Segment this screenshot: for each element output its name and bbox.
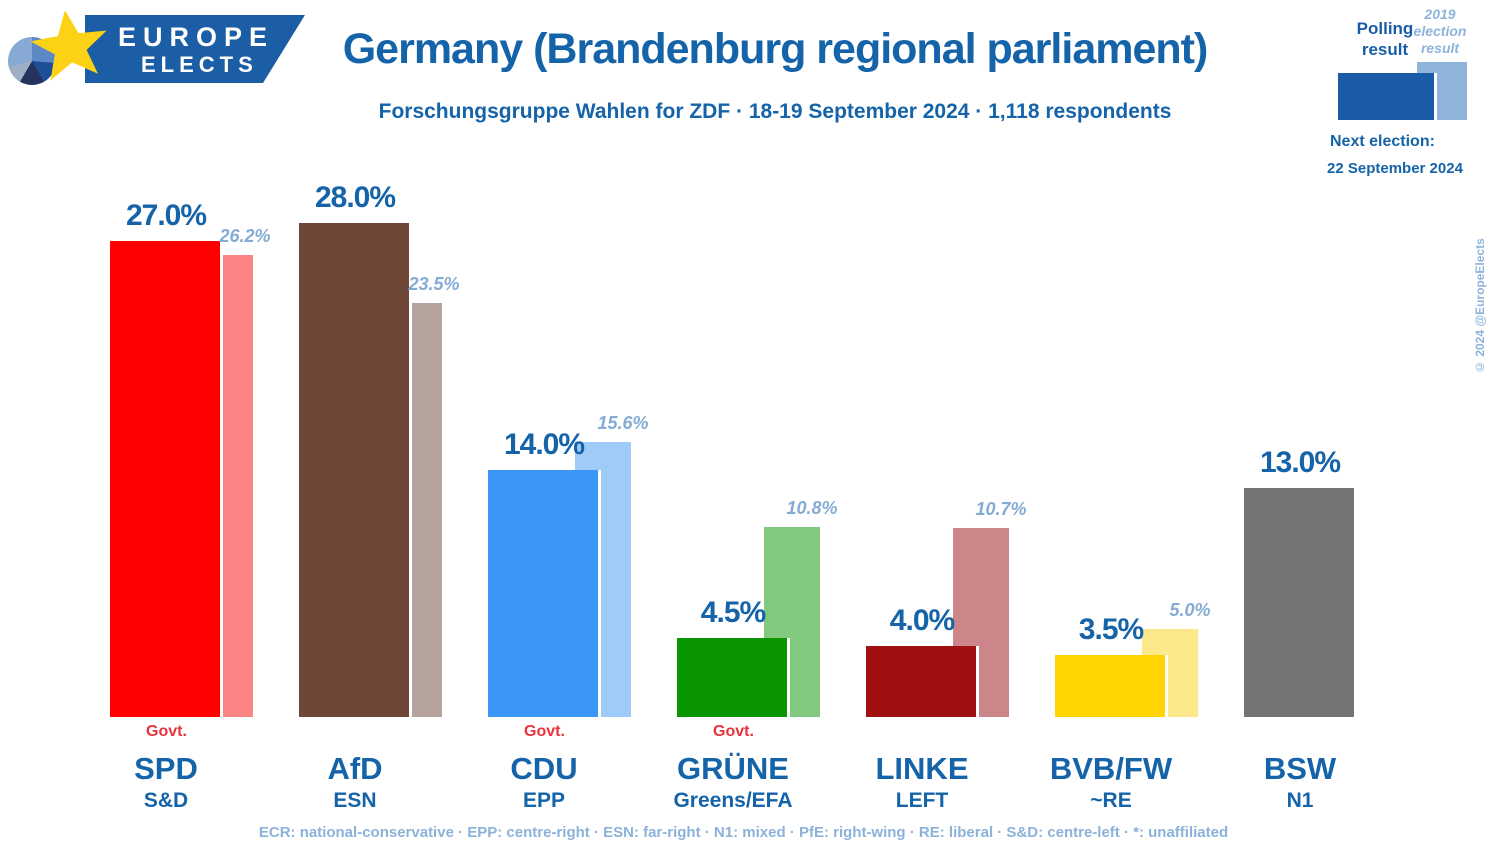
party-group-gr-ne: Greens/EFA xyxy=(673,789,793,812)
party-group-afd: ESN xyxy=(333,789,377,812)
poll-value-linke: 4.0% xyxy=(889,604,955,637)
page-title: Germany (Brandenburg regional parliament… xyxy=(342,25,1209,73)
poll-value-gr-ne: 4.5% xyxy=(700,596,766,629)
poll-value-spd: 27.0% xyxy=(125,199,207,232)
party-name-afd: AfD xyxy=(327,751,383,786)
election-value-linke: 10.7% xyxy=(975,499,1027,519)
party-group-cdu: EPP xyxy=(522,789,566,812)
chart: 26.2% 27.0% 23.5% 28.0% 15.6% 14.0% 10.8% 4.5% 1… xyxy=(110,181,1357,717)
poll-value-bvb-fw: 3.5% xyxy=(1078,613,1144,646)
logo-text-europe: EUROPE xyxy=(118,22,275,52)
election-value-spd: 26.2% xyxy=(219,226,271,246)
logo-text-elects: ELECTS xyxy=(141,52,258,77)
party-name-gr-ne: GRÜNE xyxy=(677,751,789,786)
party-name-linke: LINKE xyxy=(875,751,969,786)
election-value-afd: 23.5% xyxy=(408,274,460,294)
polling-result-swatch xyxy=(1338,73,1437,120)
bar-cdu-poll xyxy=(488,470,601,717)
party-group-spd: S&D xyxy=(143,789,189,812)
election-value-gr-ne: 10.8% xyxy=(786,498,838,518)
bar-spd-poll xyxy=(110,241,223,717)
page-subtitle: Forschungsgruppe Wahlen for ZDF · 18-19 … xyxy=(378,100,1172,123)
bar-gr-ne-poll xyxy=(677,638,790,717)
govt-badge-cdu: Govt. xyxy=(524,723,565,740)
bar-bvb-fw-poll xyxy=(1055,655,1168,717)
next-election-date: 22 September 2024 xyxy=(1327,160,1463,177)
legend-polling-label: Polling result xyxy=(1356,19,1414,60)
chart-labels: Govt. SPD S&D AfD ESN Govt. CDU EPP Govt. GRÜNE Gr… xyxy=(0,717,1487,827)
party-name-spd: SPD xyxy=(134,751,198,786)
party-group-linke: LEFT xyxy=(895,789,949,812)
poll-value-afd: 28.0% xyxy=(314,181,396,214)
bar-bsw-poll xyxy=(1244,488,1357,717)
govt-badge-gr-ne: Govt. xyxy=(713,723,754,740)
next-election-label: Next election: xyxy=(1330,133,1435,150)
legend-election-label: 2019 election result xyxy=(1413,6,1467,56)
party-group-bsw: N1 xyxy=(1286,789,1314,812)
bar-linke-poll xyxy=(866,646,979,717)
govt-badge-spd: Govt. xyxy=(146,723,187,740)
footer-note: ECR: national-conservative · EPP: centre… xyxy=(258,824,1229,841)
logo-banner xyxy=(85,15,305,83)
party-group-bvb-fw: ~RE xyxy=(1090,789,1132,812)
election-value-cdu: 15.6% xyxy=(597,413,649,433)
poll-value-cdu: 14.0% xyxy=(503,428,585,461)
party-name-bvb-fw: BVB/FW xyxy=(1049,751,1173,786)
bar-afd-poll xyxy=(299,223,412,717)
election-value-bvb-fw: 5.0% xyxy=(1169,600,1211,620)
poll-value-bsw: 13.0% xyxy=(1259,446,1341,479)
party-name-bsw: BSW xyxy=(1263,751,1337,786)
party-name-cdu: CDU xyxy=(510,751,578,786)
